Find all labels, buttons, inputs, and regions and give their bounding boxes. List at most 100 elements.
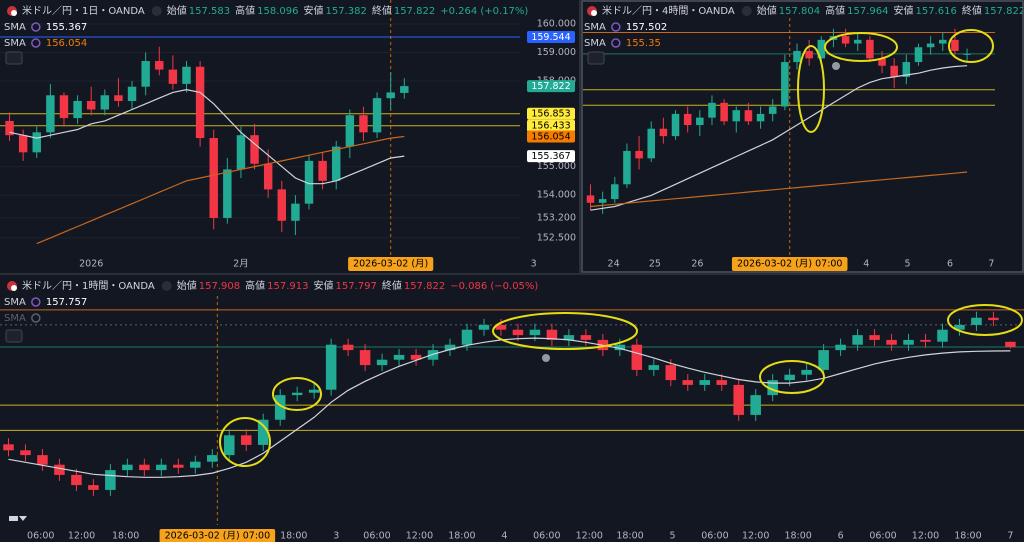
symbol-title: 米ドル／円・1時間・OANDA bbox=[22, 279, 155, 292]
indicator-icon bbox=[31, 38, 41, 48]
crosshair-label: 2026-03-02 (月) 07:00 bbox=[737, 259, 843, 270]
candle-body bbox=[852, 335, 863, 345]
x-tick-label: 5 bbox=[669, 531, 675, 542]
candle-body bbox=[732, 110, 741, 122]
candle-body bbox=[263, 163, 273, 190]
x-tick-label: 12:00 bbox=[742, 531, 769, 542]
candle-body bbox=[223, 435, 235, 456]
candle-body bbox=[127, 86, 137, 101]
change-value: −0.086 (−0.05%) bbox=[450, 281, 538, 292]
candle-body bbox=[671, 113, 680, 137]
candle-body bbox=[914, 47, 923, 63]
y-tick-label: 152.500 bbox=[537, 232, 576, 243]
candle-body bbox=[699, 380, 711, 385]
x-tick-label: 12:00 bbox=[68, 531, 95, 542]
candle-body bbox=[920, 339, 931, 342]
symbol-icon bbox=[11, 10, 17, 16]
candle-body bbox=[155, 61, 164, 70]
highlight-ellipse bbox=[824, 32, 898, 62]
indicator-icon bbox=[611, 22, 621, 32]
candle-body bbox=[635, 150, 643, 159]
candle-body bbox=[648, 365, 660, 370]
ohlc-label: 終値 bbox=[372, 4, 392, 17]
indicator-icon bbox=[31, 22, 41, 32]
ohlc-label: 終値 bbox=[382, 279, 402, 292]
candle-body bbox=[291, 392, 303, 396]
candle-body bbox=[611, 184, 619, 200]
candle-body bbox=[971, 317, 982, 325]
x-tick-label: 4 bbox=[501, 531, 507, 542]
indicator-name: SMA bbox=[584, 38, 606, 49]
candle-body bbox=[20, 450, 31, 456]
x-tick-label: 4 bbox=[863, 259, 869, 270]
candle-body bbox=[659, 128, 668, 137]
candle-body bbox=[902, 62, 911, 77]
candle-body bbox=[240, 435, 252, 445]
candle-body bbox=[400, 86, 409, 93]
logo bbox=[9, 516, 27, 521]
candle-body bbox=[386, 92, 395, 99]
collapse-button[interactable] bbox=[587, 51, 605, 65]
collapse-button[interactable] bbox=[5, 51, 23, 65]
candle-body bbox=[277, 189, 286, 221]
x-tick-label: 06:00 bbox=[701, 531, 728, 542]
candle-body bbox=[835, 344, 846, 351]
x-tick-label: 18:00 bbox=[280, 531, 307, 542]
x-tick-label: 18:00 bbox=[112, 531, 139, 542]
chart-panel: 06:00 12:00 18:00 18:00 3 06:00 12:00 18:00 4 06:… bbox=[0, 279, 1024, 542]
collapse-button[interactable] bbox=[5, 329, 23, 343]
highlight-ellipse bbox=[797, 45, 825, 133]
candle-body bbox=[720, 102, 728, 122]
ohlc-label: 始値 bbox=[757, 4, 777, 17]
candle-body bbox=[963, 53, 971, 55]
y-tick-label: 159.000 bbox=[537, 47, 576, 58]
menu-icon bbox=[741, 6, 752, 16]
ohlc-value: 157.822 bbox=[404, 281, 445, 292]
candle-body bbox=[393, 354, 405, 360]
candle-body bbox=[250, 135, 259, 164]
candle-body bbox=[512, 329, 524, 336]
x-tick-label: 06:00 bbox=[533, 531, 560, 542]
crosshair-label: 2026-03-02 (月) 07:00 bbox=[165, 531, 271, 542]
candle-body bbox=[801, 369, 812, 375]
change-value: +0.264 (+0.17%) bbox=[440, 6, 528, 17]
highlight-ellipse bbox=[492, 312, 638, 350]
chart-panel: 160.000159.000158.000155.000154.000153.2… bbox=[0, 0, 576, 271]
candle-body bbox=[372, 98, 382, 133]
x-tick-label: 18:00 bbox=[954, 531, 981, 542]
active-panel-frame bbox=[581, 0, 1024, 273]
sma-line bbox=[9, 88, 405, 185]
candle-body bbox=[546, 329, 558, 340]
indicator-value: 157.757 bbox=[46, 297, 87, 308]
indicator-name: SMA bbox=[4, 297, 26, 308]
candle-body bbox=[767, 380, 778, 396]
indicator-value: 155.367 bbox=[46, 22, 87, 33]
candle-body bbox=[71, 474, 82, 486]
candle-body bbox=[750, 395, 761, 415]
candle-body bbox=[444, 344, 456, 351]
indicator-value: 156.054 bbox=[46, 38, 87, 49]
y-tick-label: 154.000 bbox=[537, 190, 576, 201]
x-tick-label: 06:00 bbox=[869, 531, 896, 542]
symbol-title: 米ドル／円・4時間・OANDA bbox=[602, 4, 735, 17]
symbol-icon bbox=[591, 10, 597, 16]
x-tick-label: 6 bbox=[947, 259, 953, 270]
price-label: 156.054 bbox=[531, 132, 570, 143]
x-tick-label: 12:00 bbox=[912, 531, 939, 542]
candle-body bbox=[886, 339, 897, 345]
candle-body bbox=[410, 354, 422, 360]
candle-body bbox=[46, 95, 55, 133]
ohlc-label: 始値 bbox=[167, 4, 187, 17]
candle-body bbox=[869, 335, 880, 340]
price-label: 155.367 bbox=[531, 151, 570, 162]
candle-body bbox=[37, 455, 48, 465]
candle-body bbox=[308, 389, 320, 393]
x-tick-label: 24 bbox=[608, 259, 620, 270]
candle-body bbox=[182, 66, 191, 84]
crosshair-label-box bbox=[159, 529, 276, 542]
highlight-ellipse bbox=[759, 360, 825, 394]
ohlc-value: 157.804 bbox=[779, 6, 820, 17]
x-tick-label: 18:00 bbox=[784, 531, 811, 542]
candle-body bbox=[529, 329, 541, 336]
candle-body bbox=[18, 135, 28, 153]
